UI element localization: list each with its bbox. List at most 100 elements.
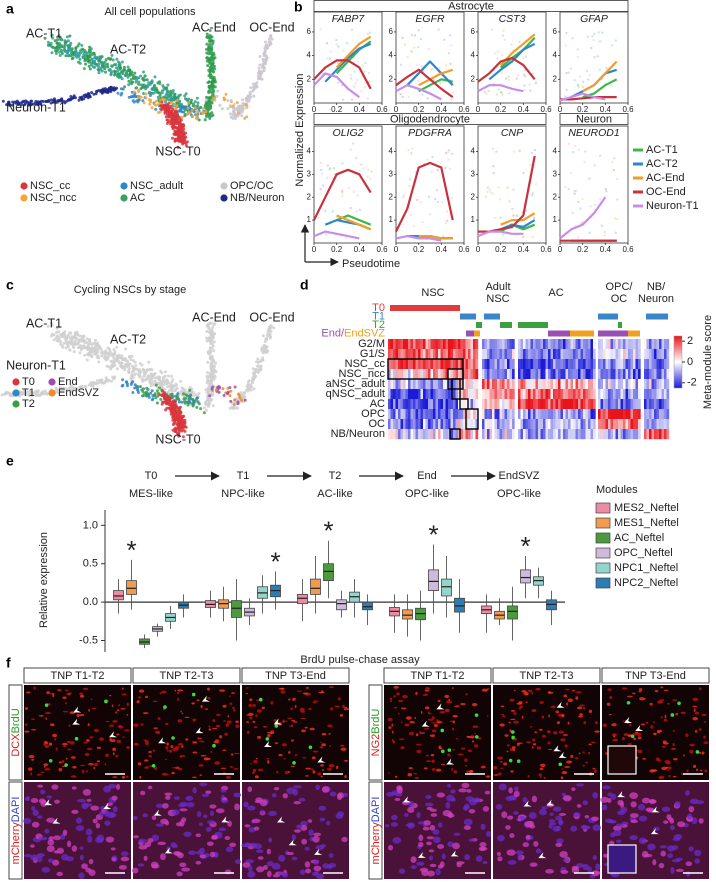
y-tick-label: 0.0 xyxy=(83,596,98,608)
heatmap-cell xyxy=(618,429,621,440)
heatmap-cell xyxy=(492,409,495,420)
cell-dot xyxy=(325,41,329,45)
heatmap-cell xyxy=(465,399,469,410)
heatmap-cell xyxy=(400,409,404,420)
heatmap-cell xyxy=(502,379,505,390)
cell-dot xyxy=(613,217,617,220)
heatmap-cell xyxy=(664,359,667,370)
signal xyxy=(52,733,58,738)
cell-point xyxy=(142,85,146,89)
y-tick-label: 6 xyxy=(307,27,312,36)
heatmap-cell xyxy=(580,379,584,390)
heatmap-cell xyxy=(635,379,639,390)
cell-dot xyxy=(573,78,576,82)
cell-dot xyxy=(328,57,332,61)
cell-point xyxy=(152,102,156,106)
row-label: OPC xyxy=(361,408,385,420)
arrowhead xyxy=(221,816,230,823)
cell-dot xyxy=(496,50,499,53)
signal xyxy=(159,692,162,695)
cell-point xyxy=(74,46,78,50)
heatmap-cell xyxy=(468,409,471,420)
cell-point xyxy=(110,53,114,57)
nucleus xyxy=(165,795,171,800)
signal xyxy=(219,735,223,739)
heatmap-cell xyxy=(538,419,541,430)
signal xyxy=(208,728,212,731)
signal xyxy=(214,761,221,765)
heatmap-cell xyxy=(473,379,476,390)
nucleus xyxy=(225,846,234,853)
expression-line xyxy=(324,42,372,83)
heatmap-cell xyxy=(666,409,670,420)
heatmap-cell xyxy=(558,389,561,400)
heatmap-cell xyxy=(405,419,409,430)
heatmap-cell xyxy=(528,359,531,370)
cell-point xyxy=(117,63,121,67)
cell-point xyxy=(111,87,114,91)
cell-dot xyxy=(502,29,505,32)
cell-dot xyxy=(588,177,591,180)
heatmap-cell xyxy=(428,369,431,380)
stage-bar xyxy=(460,313,476,320)
heatmap-cell xyxy=(489,389,493,400)
signal xyxy=(133,723,139,727)
heatmap-cell xyxy=(635,359,639,370)
heatmap-cell xyxy=(435,399,439,410)
row-label: AC xyxy=(370,398,385,410)
cell-point xyxy=(177,432,181,436)
signal xyxy=(87,723,90,727)
heatmap-cell xyxy=(543,349,546,360)
cell-dot xyxy=(337,81,340,84)
cell-point xyxy=(22,390,26,394)
heatmap-cell xyxy=(400,429,404,440)
cell-point xyxy=(184,92,188,96)
cell-dot xyxy=(416,46,420,49)
cell-dot xyxy=(576,55,579,59)
expression-line xyxy=(395,235,442,242)
heatmap-cell xyxy=(651,429,655,440)
heatmap-cell xyxy=(458,349,461,360)
heatmap-cell xyxy=(398,359,401,370)
expression-line xyxy=(313,72,360,98)
heatmap-cell xyxy=(580,369,584,380)
heatmap-cell xyxy=(644,349,647,360)
cell-point xyxy=(147,360,151,364)
cell-point xyxy=(83,353,87,357)
cell-dot xyxy=(614,39,618,42)
nucleus xyxy=(32,809,39,817)
cell-point xyxy=(205,330,209,333)
cell-dot xyxy=(421,65,424,68)
heatmap-cell xyxy=(509,379,513,390)
cell-dot xyxy=(434,197,437,201)
arrowhead xyxy=(201,695,210,702)
cell-point xyxy=(130,90,134,94)
heatmap-cell xyxy=(615,419,619,430)
heatmap-cell xyxy=(545,409,549,420)
cell-point xyxy=(208,356,212,359)
cell-point xyxy=(202,411,206,415)
heatmap-cell xyxy=(644,429,647,440)
heatmap-cell xyxy=(590,419,594,430)
cell-point xyxy=(100,91,104,95)
heatmap-cell xyxy=(463,369,466,380)
heatmap-cell xyxy=(590,369,594,380)
cell-point xyxy=(101,61,105,65)
heatmap-cell xyxy=(598,419,601,430)
x-tick-label: 0.2 xyxy=(495,245,507,254)
heatmap-cell xyxy=(649,369,652,380)
cell-point xyxy=(142,371,146,375)
cell-point xyxy=(142,70,145,74)
cell-point xyxy=(208,330,212,334)
cell-point xyxy=(190,109,194,113)
cell-dot xyxy=(407,95,410,98)
cell-dot xyxy=(401,36,404,40)
x-tick-label: 0 xyxy=(312,245,317,254)
cell-point xyxy=(232,107,236,111)
cell-dot xyxy=(532,216,536,220)
heatmap-cell xyxy=(512,359,515,370)
heatmap-cell xyxy=(418,419,421,430)
heatmap-cell xyxy=(390,359,394,370)
heatmap-cell xyxy=(588,379,591,390)
cell-point xyxy=(212,70,215,74)
